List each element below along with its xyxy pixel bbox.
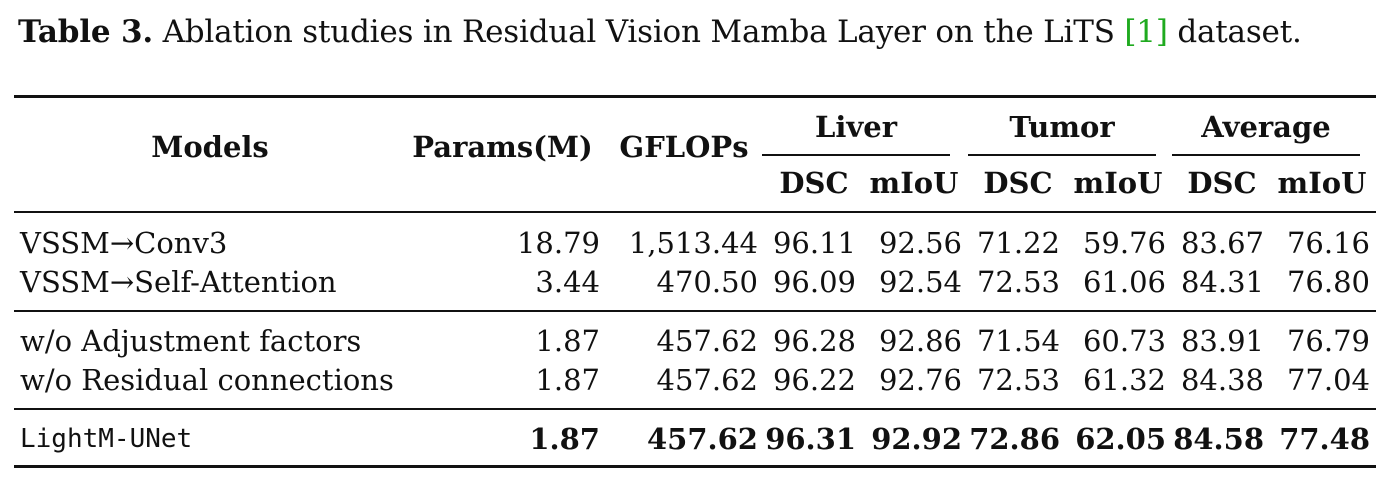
caption-text: Ablation studies in Residual Vision Mamb… [152, 14, 1125, 50]
caption-citation-link[interactable]: [1] [1124, 14, 1168, 50]
header-sub-dsc: DSC [1187, 166, 1257, 200]
row-model: w/o Residual connections [20, 363, 394, 397]
row-gflops: 457.62 [656, 324, 758, 358]
caption-text-end: dataset. [1167, 14, 1302, 50]
header-group-tumor: Tumor [1009, 110, 1115, 144]
row-gflops: 470.50 [656, 265, 758, 299]
row-liver-miou: 92.56 [878, 226, 962, 260]
row-liver-miou: 92.54 [878, 265, 962, 299]
row-liver-miou: 92.76 [878, 363, 962, 397]
row-average-miou: 76.79 [1286, 324, 1370, 358]
row-tumor-miou: 59.76 [1082, 226, 1166, 260]
row-tumor-dsc: 72.86 [969, 422, 1060, 456]
top-rule [14, 95, 1376, 98]
header-rule [14, 211, 1376, 213]
header-sub-miou: mIoU [869, 166, 959, 200]
row-tumor-dsc: 71.54 [976, 324, 1060, 358]
caption-label: Table 3. [18, 14, 153, 50]
row-liver-dsc: 96.09 [772, 265, 856, 299]
row-liver-dsc: 96.11 [772, 226, 856, 260]
row-average-dsc: 84.31 [1180, 265, 1264, 299]
row-tumor-miou: 60.73 [1082, 324, 1166, 358]
row-params: 1.87 [535, 363, 600, 397]
row-liver-miou: 92.86 [878, 324, 962, 358]
header-group-liver: Liver [815, 110, 897, 144]
row-model: VSSM→Conv3 [20, 226, 228, 260]
row-average-dsc: 84.38 [1180, 363, 1264, 397]
row-average-miou: 76.16 [1286, 226, 1370, 260]
row-tumor-miou: 61.06 [1082, 265, 1166, 299]
group-rule-2 [14, 408, 1376, 410]
header-params: Params(M) [412, 130, 593, 164]
row-model: VSSM→Self-Attention [20, 265, 337, 299]
liver-cmidrule [762, 154, 950, 156]
row-model: w/o Adjustment factors [20, 324, 362, 358]
group-rule-1 [14, 310, 1376, 312]
row-average-dsc: 83.91 [1180, 324, 1264, 358]
row-average-miou: 77.48 [1279, 422, 1370, 456]
bottom-rule [14, 465, 1376, 468]
table-caption: Table 3. Ablation studies in Residual Vi… [18, 10, 1378, 54]
row-tumor-miou: 61.32 [1082, 363, 1166, 397]
row-tumor-dsc: 72.53 [976, 265, 1060, 299]
row-params: 1.87 [535, 324, 600, 358]
row-gflops: 457.62 [647, 422, 758, 456]
row-params: 18.79 [516, 226, 600, 260]
row-average-dsc: 83.67 [1180, 226, 1264, 260]
row-tumor-miou: 62.05 [1075, 422, 1166, 456]
header-sub-dsc: DSC [983, 166, 1053, 200]
row-average-miou: 76.80 [1286, 265, 1370, 299]
row-gflops: 457.62 [656, 363, 758, 397]
row-params: 3.44 [535, 265, 600, 299]
row-model-ours: LightM-UNet [20, 424, 193, 454]
tumor-cmidrule [968, 154, 1156, 156]
row-liver-dsc: 96.31 [765, 422, 856, 456]
row-tumor-dsc: 71.22 [976, 226, 1060, 260]
row-average-dsc: 84.58 [1173, 422, 1264, 456]
header-sub-miou: mIoU [1073, 166, 1163, 200]
row-liver-dsc: 96.28 [772, 324, 856, 358]
header-sub-dsc: DSC [779, 166, 849, 200]
header-group-average: Average [1201, 110, 1331, 144]
row-average-miou: 77.04 [1286, 363, 1370, 397]
header-models: Models [151, 130, 269, 164]
row-liver-dsc: 96.22 [772, 363, 856, 397]
row-gflops: 1,513.44 [628, 226, 758, 260]
row-tumor-dsc: 72.53 [976, 363, 1060, 397]
header-gflops: GFLOPs [619, 130, 749, 164]
row-liver-miou: 92.92 [871, 422, 962, 456]
row-params: 1.87 [529, 422, 600, 456]
header-sub-miou: mIoU [1277, 166, 1367, 200]
average-cmidrule [1172, 154, 1360, 156]
